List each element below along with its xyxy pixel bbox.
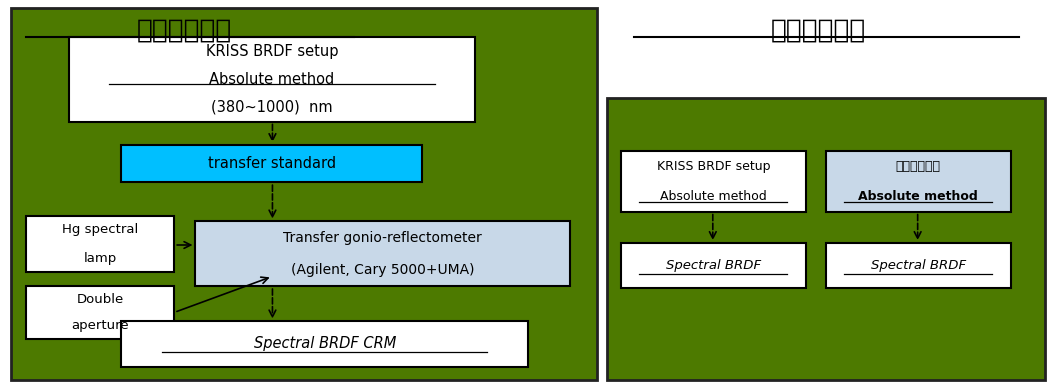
- Text: (380~1000)  nm: (380~1000) nm: [211, 100, 333, 115]
- Text: 변각반사율계: 변각반사율계: [895, 160, 941, 172]
- FancyBboxPatch shape: [826, 243, 1011, 288]
- Text: lamp: lamp: [83, 252, 117, 265]
- FancyBboxPatch shape: [195, 221, 570, 286]
- Text: Spectral BRDF: Spectral BRDF: [870, 259, 966, 272]
- Text: Transfer gonio-reflectometer: Transfer gonio-reflectometer: [283, 230, 483, 245]
- FancyBboxPatch shape: [69, 37, 475, 122]
- FancyBboxPatch shape: [11, 8, 597, 380]
- FancyBboxPatch shape: [26, 286, 174, 339]
- FancyBboxPatch shape: [26, 216, 174, 272]
- Text: Absolute method: Absolute method: [209, 72, 335, 87]
- FancyBboxPatch shape: [607, 98, 1045, 380]
- Text: Spectral BRDF CRM: Spectral BRDF CRM: [253, 336, 396, 352]
- Text: Hg spectral: Hg spectral: [62, 223, 138, 236]
- Text: 절대측정방법: 절대측정방법: [771, 18, 866, 44]
- FancyBboxPatch shape: [621, 151, 806, 212]
- Text: Double: Double: [77, 293, 124, 306]
- Text: aperture: aperture: [72, 319, 129, 332]
- Text: transfer standard: transfer standard: [208, 156, 336, 171]
- Text: Absolute method: Absolute method: [660, 190, 767, 203]
- Text: Absolute method: Absolute method: [859, 190, 978, 203]
- FancyBboxPatch shape: [826, 151, 1011, 212]
- Text: KRISS BRDF setup: KRISS BRDF setup: [206, 44, 338, 59]
- FancyBboxPatch shape: [621, 243, 806, 288]
- Text: 상대측정방법: 상대측정방법: [137, 18, 232, 44]
- FancyBboxPatch shape: [121, 321, 528, 367]
- FancyBboxPatch shape: [121, 145, 422, 182]
- Text: (Agilent, Cary 5000+UMA): (Agilent, Cary 5000+UMA): [291, 263, 474, 277]
- Text: Spectral BRDF: Spectral BRDF: [665, 259, 761, 272]
- Text: KRISS BRDF setup: KRISS BRDF setup: [657, 160, 770, 172]
